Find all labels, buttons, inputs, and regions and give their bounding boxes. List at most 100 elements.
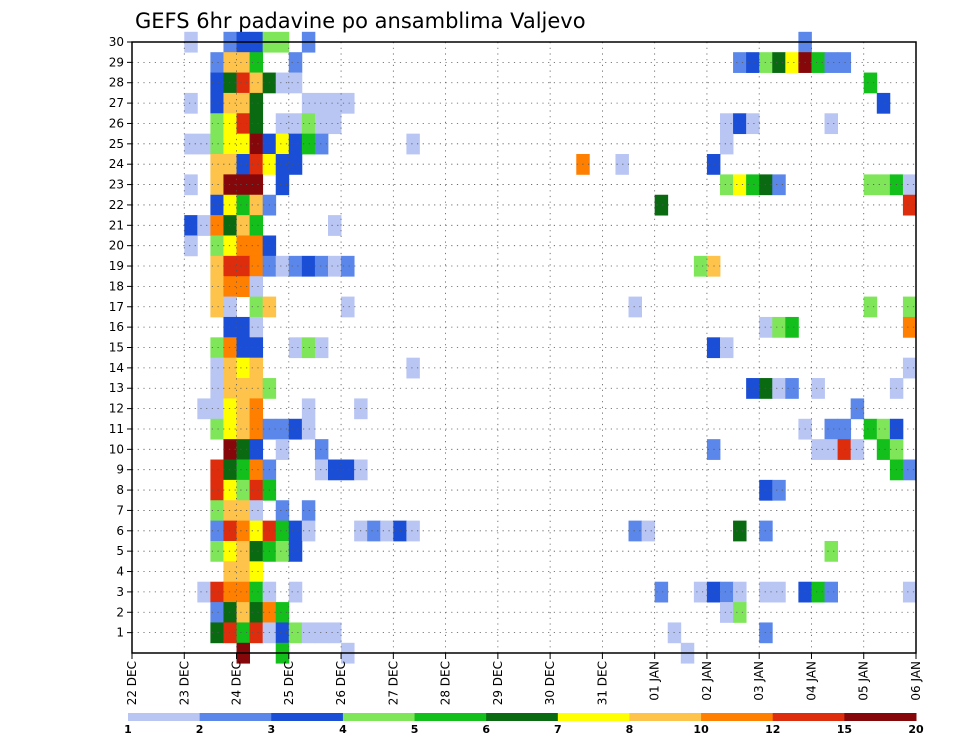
heatmap-cell (654, 194, 669, 216)
heatmap-cell (406, 133, 420, 155)
heatmap-cell (236, 378, 250, 399)
heatmap-cell (197, 133, 211, 155)
heatmap-cell (288, 581, 303, 603)
heatmap-cell (275, 540, 290, 562)
heatmap-cell (328, 255, 342, 277)
heatmap-cell (628, 520, 642, 542)
heatmap-cell (223, 581, 237, 603)
heatmap-cell (275, 418, 290, 440)
colorbar-label: 8 (626, 723, 634, 736)
heatmap-cell (249, 154, 264, 175)
heatmap-cell (210, 276, 224, 297)
heatmap-cell (275, 439, 290, 460)
heatmap-cell (184, 133, 198, 155)
y-tick-label: 30 (109, 35, 124, 49)
heatmap-cell (406, 357, 420, 379)
heatmap-cell (314, 133, 329, 155)
heatmap-cell (288, 622, 303, 644)
heatmap-cell (328, 215, 342, 236)
y-tick-label: 2 (116, 605, 124, 619)
colorbar-swatch (701, 713, 774, 721)
x-tick-label: 25 DEC (282, 661, 296, 705)
heatmap-cell (236, 418, 250, 440)
heatmap-cell (733, 581, 747, 603)
heatmap-cell (210, 296, 224, 318)
heatmap-cell (249, 113, 264, 135)
x-tick-label: 26 DEC (334, 661, 348, 705)
heatmap-cell (210, 398, 224, 420)
heatmap-cell (288, 72, 303, 94)
heatmap-cell (236, 255, 250, 277)
heatmap-cell (328, 459, 342, 481)
x-tick-label: 31 DEC (595, 661, 609, 705)
heatmap-cell (301, 337, 316, 359)
heatmap-cell (275, 622, 290, 644)
x-tick-label: 02 JAN (700, 661, 714, 701)
heatmap-cell (328, 622, 342, 644)
heatmap-cell (772, 378, 786, 399)
heatmap-cell (223, 378, 237, 399)
heatmap-cell (223, 398, 237, 420)
heatmap-cell (184, 174, 198, 196)
colorbar-label: 6 (482, 723, 490, 736)
y-tick-label: 8 (116, 483, 124, 497)
heatmap-cell (223, 174, 237, 196)
y-tick-label: 12 (109, 402, 124, 416)
heatmap-cell (236, 194, 250, 216)
colorbar-swatch (772, 713, 845, 721)
heatmap-cell (249, 540, 264, 562)
heatmap-cell (733, 52, 747, 73)
heatmap-cell (367, 520, 381, 542)
y-tick-label: 18 (109, 279, 124, 293)
heatmap-cell (249, 581, 264, 603)
heatmap-cell (876, 439, 891, 460)
heatmap-cell (746, 52, 760, 73)
heatmap-cell (223, 418, 237, 440)
heatmap-cell (223, 133, 237, 155)
heatmap-cell (249, 561, 264, 583)
heatmap-cell (210, 113, 224, 135)
x-tick-label: 01 JAN (648, 661, 662, 701)
heatmap-cell (223, 154, 237, 175)
heatmap-cell (772, 581, 786, 603)
heatmap-cell (210, 215, 224, 236)
heatmap-cell (275, 500, 290, 522)
heatmap-cell (210, 194, 224, 216)
heatmap-cell (759, 479, 773, 501)
y-tick-label: 16 (109, 320, 124, 334)
y-tick-label: 21 (109, 218, 124, 232)
heatmap-cell (641, 520, 656, 542)
heatmap-cell (811, 439, 825, 460)
heatmap-cell (863, 174, 878, 196)
heatmap-cell (863, 296, 878, 318)
heatmap-cell (785, 378, 799, 399)
heatmap-cell (249, 92, 264, 114)
heatmap-cell (210, 72, 224, 94)
y-tick-label: 23 (109, 178, 124, 192)
heatmap-cell (210, 418, 224, 440)
heatmap-cell (210, 378, 224, 399)
heatmap-cell (863, 418, 878, 440)
x-axis: 22 DEC 23 DEC 24 DEC 25 DEC 26 DEC 27 DEC 28 D… (125, 653, 923, 705)
heatmap-cell (249, 500, 264, 522)
x-tick-label: 04 JAN (804, 661, 818, 701)
x-tick-label: 30 DEC (543, 661, 557, 705)
heatmap-cell (733, 602, 747, 623)
heatmap-cell (288, 133, 303, 155)
heatmap-cells (184, 31, 917, 664)
heatmap-cell (184, 215, 198, 236)
heatmap-cell (720, 337, 734, 359)
y-tick-label: 19 (109, 259, 124, 273)
heatmap-cell (210, 622, 224, 644)
heatmap-cell (837, 52, 852, 73)
heatmap-cell (249, 276, 264, 297)
heatmap-cell (772, 52, 786, 73)
heatmap-cell (341, 459, 355, 481)
heatmap-cell (210, 357, 224, 379)
heatmap-cell (314, 92, 329, 114)
heatmap-cell (733, 520, 747, 542)
colorbar: 1 2 3 4 5 6 7 8 10 12 15 20 (124, 713, 924, 736)
heatmap-cell (210, 174, 224, 196)
heatmap-cell (341, 92, 355, 114)
x-tick-label: 28 DEC (439, 661, 453, 705)
